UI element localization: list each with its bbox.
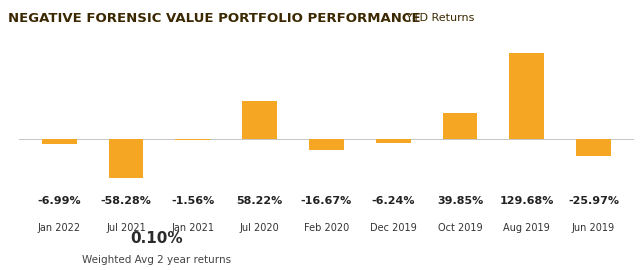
Bar — [42, 139, 77, 144]
Text: YTD Returns: YTD Returns — [406, 13, 475, 23]
Bar — [443, 113, 477, 139]
Text: 39.85%: 39.85% — [437, 196, 483, 206]
Text: Feb 2020: Feb 2020 — [304, 223, 349, 233]
Text: Jul 2021: Jul 2021 — [106, 223, 146, 233]
Text: -6.24%: -6.24% — [371, 196, 415, 206]
Text: -25.97%: -25.97% — [568, 196, 619, 206]
Text: -6.99%: -6.99% — [38, 196, 81, 206]
Text: -16.67%: -16.67% — [301, 196, 352, 206]
Text: Jul 2020: Jul 2020 — [240, 223, 280, 233]
Text: NEGATIVE FORENSIC VALUE PORTFOLIO PERFORMANCE: NEGATIVE FORENSIC VALUE PORTFOLIO PERFOR… — [8, 12, 420, 25]
Bar — [576, 139, 611, 157]
Text: -58.28%: -58.28% — [100, 196, 152, 206]
Text: Jun 2019: Jun 2019 — [572, 223, 615, 233]
Text: Oct 2019: Oct 2019 — [438, 223, 483, 233]
Text: Weighted Avg 2 year returns: Weighted Avg 2 year returns — [83, 255, 232, 265]
Text: 129.68%: 129.68% — [500, 196, 554, 206]
Text: Jan 2021: Jan 2021 — [172, 223, 214, 233]
Bar — [175, 139, 210, 140]
Text: 58.22%: 58.22% — [237, 196, 283, 206]
Bar — [309, 139, 344, 150]
Text: Dec 2019: Dec 2019 — [370, 223, 417, 233]
Text: 0.10%: 0.10% — [131, 231, 183, 247]
Text: Aug 2019: Aug 2019 — [504, 223, 550, 233]
Bar — [509, 53, 544, 139]
Text: Jan 2022: Jan 2022 — [38, 223, 81, 233]
Bar — [243, 101, 277, 139]
Bar — [109, 139, 143, 178]
Bar — [376, 139, 410, 143]
Text: -1.56%: -1.56% — [172, 196, 214, 206]
